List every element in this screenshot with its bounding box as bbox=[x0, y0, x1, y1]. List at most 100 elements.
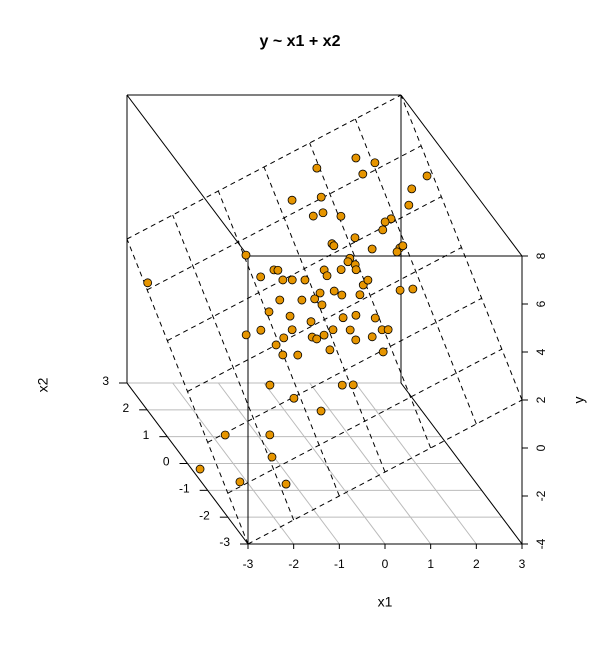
point bbox=[285, 311, 295, 321]
point bbox=[370, 313, 380, 323]
point bbox=[310, 294, 320, 304]
plane-line bbox=[167, 196, 442, 342]
point bbox=[316, 192, 326, 202]
point bbox=[306, 317, 316, 327]
x2-tick-label: 3 bbox=[102, 374, 109, 388]
point bbox=[370, 158, 380, 168]
point bbox=[408, 284, 418, 294]
point bbox=[308, 211, 318, 221]
point bbox=[315, 288, 325, 298]
point bbox=[337, 290, 347, 300]
x2-tick-label: 1 bbox=[143, 428, 150, 442]
chart-title: y ~ x1 + x2 bbox=[260, 33, 341, 50]
point bbox=[329, 241, 339, 251]
x2-tick-label: -3 bbox=[219, 535, 230, 549]
point bbox=[289, 393, 299, 403]
point bbox=[336, 211, 346, 221]
point bbox=[264, 307, 274, 317]
x2-axis-label: x2 bbox=[35, 377, 51, 392]
point bbox=[297, 295, 307, 305]
x2-tick-label: -2 bbox=[199, 508, 210, 522]
plane-line bbox=[354, 118, 477, 425]
point bbox=[281, 479, 291, 489]
point bbox=[241, 330, 251, 340]
box-edge bbox=[126, 94, 249, 257]
point bbox=[316, 406, 326, 416]
plane-line bbox=[227, 348, 503, 494]
x-axis-label: x1 bbox=[378, 594, 393, 610]
point bbox=[378, 347, 388, 357]
box-edge bbox=[400, 382, 523, 545]
plane-line bbox=[207, 297, 482, 443]
point bbox=[275, 295, 285, 305]
x2-tick-label: 0 bbox=[163, 455, 170, 469]
point bbox=[383, 325, 393, 335]
point bbox=[235, 477, 245, 487]
point bbox=[350, 233, 360, 243]
point bbox=[293, 350, 303, 360]
y-tick-label: 6 bbox=[534, 300, 548, 307]
x-tick-label: 2 bbox=[473, 557, 480, 571]
point bbox=[287, 325, 297, 335]
y-tick-label: 2 bbox=[534, 396, 548, 403]
x2-tick-label: -1 bbox=[179, 482, 190, 496]
point bbox=[407, 184, 417, 194]
point bbox=[378, 225, 388, 235]
point bbox=[398, 241, 408, 251]
plane-line bbox=[172, 214, 295, 521]
point bbox=[380, 217, 390, 227]
plane-line bbox=[309, 142, 432, 449]
x2-tick-label: 2 bbox=[122, 401, 129, 415]
plane-line bbox=[146, 145, 422, 291]
point bbox=[256, 272, 266, 282]
point bbox=[317, 300, 327, 310]
plane-line bbox=[247, 399, 523, 545]
point bbox=[287, 195, 297, 205]
y-tick-label: -2 bbox=[534, 490, 548, 501]
point bbox=[300, 275, 310, 285]
point bbox=[367, 332, 377, 342]
point bbox=[328, 325, 338, 335]
plane-line bbox=[187, 247, 462, 392]
point bbox=[273, 265, 283, 275]
point bbox=[367, 244, 377, 254]
point bbox=[312, 334, 322, 344]
plane-line bbox=[126, 94, 402, 240]
point bbox=[318, 208, 328, 218]
y-tick-label: -4 bbox=[534, 538, 548, 549]
point bbox=[345, 325, 355, 335]
point bbox=[265, 430, 275, 440]
point bbox=[348, 380, 358, 390]
x-tick-label: -2 bbox=[288, 557, 299, 571]
y-tick-label: 4 bbox=[534, 348, 548, 355]
point bbox=[241, 250, 251, 260]
point bbox=[220, 430, 230, 440]
point bbox=[287, 275, 297, 285]
x-tick-label: 1 bbox=[427, 557, 434, 571]
point bbox=[265, 380, 275, 390]
point bbox=[355, 290, 365, 300]
y-tick-label: 0 bbox=[534, 444, 548, 451]
y-axis-label: y bbox=[571, 397, 587, 404]
point bbox=[337, 380, 347, 390]
point bbox=[336, 265, 346, 275]
point bbox=[338, 313, 348, 323]
point bbox=[404, 200, 414, 210]
point bbox=[195, 464, 205, 474]
point bbox=[319, 330, 329, 340]
point bbox=[279, 333, 289, 343]
point bbox=[267, 452, 277, 462]
x-tick-label: 0 bbox=[382, 557, 389, 571]
point bbox=[343, 257, 353, 267]
x-tick-label: -1 bbox=[334, 557, 345, 571]
point bbox=[256, 325, 266, 335]
point bbox=[351, 265, 361, 275]
x-tick-label: -3 bbox=[243, 557, 254, 571]
x-tick-label: 3 bbox=[519, 557, 526, 571]
point bbox=[278, 275, 288, 285]
box-edge bbox=[400, 94, 523, 257]
y-tick-label: 8 bbox=[534, 252, 548, 259]
point bbox=[351, 153, 361, 163]
